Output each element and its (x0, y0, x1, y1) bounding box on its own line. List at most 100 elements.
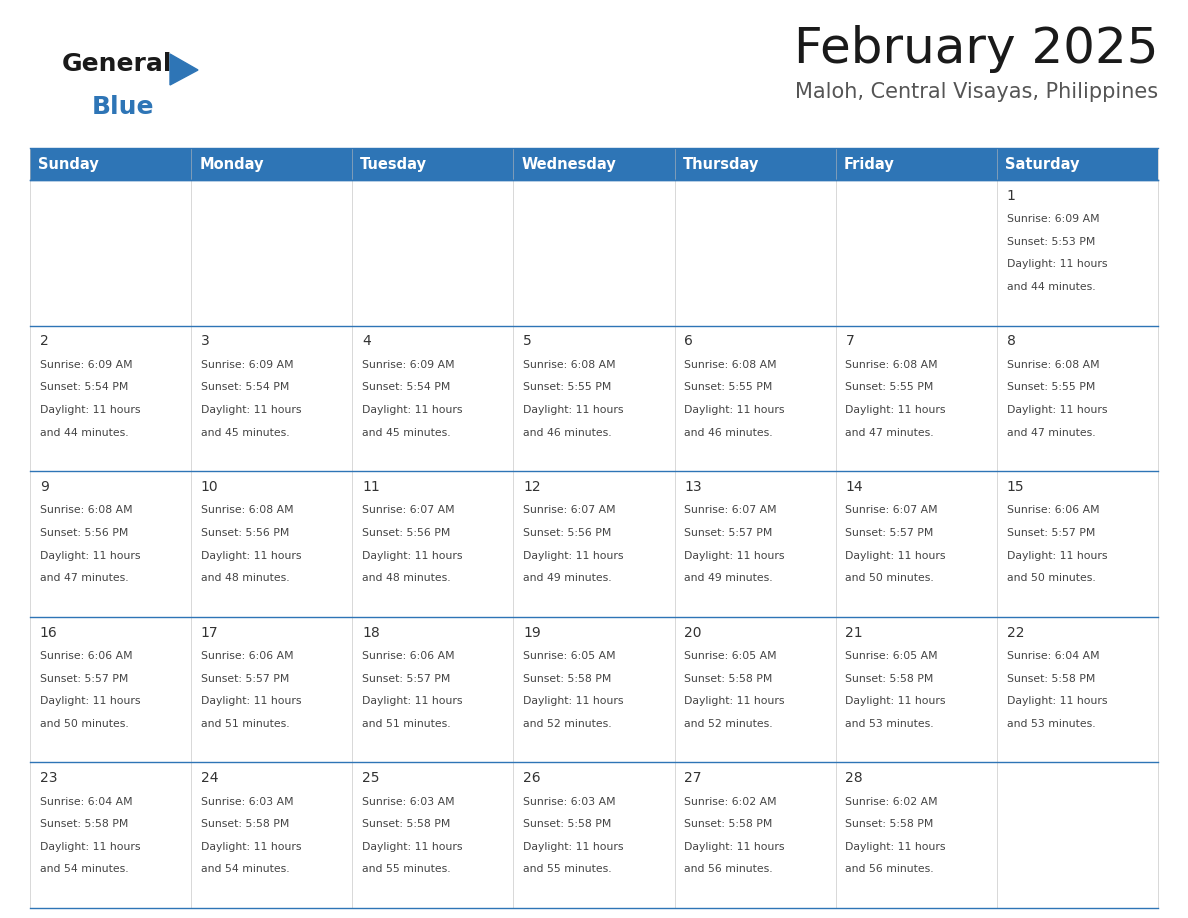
Bar (675, 148, 835, 180)
Text: Sunrise: 6:08 AM: Sunrise: 6:08 AM (39, 506, 132, 515)
Text: 7: 7 (846, 334, 854, 348)
Text: Daylight: 11 hours: Daylight: 11 hours (523, 551, 624, 561)
Bar (997, 763, 1158, 908)
Text: 28: 28 (846, 771, 862, 785)
Text: and 55 minutes.: and 55 minutes. (523, 865, 612, 874)
Text: Saturday: Saturday (1005, 156, 1080, 172)
Text: and 52 minutes.: and 52 minutes. (684, 719, 773, 729)
Text: 20: 20 (684, 625, 702, 640)
Text: Daylight: 11 hours: Daylight: 11 hours (362, 405, 462, 415)
Bar (191, 180, 353, 326)
Text: Sunrise: 6:05 AM: Sunrise: 6:05 AM (684, 651, 777, 661)
Text: Thursday: Thursday (683, 156, 759, 172)
Text: Tuesday: Tuesday (360, 156, 428, 172)
Text: Sunset: 5:53 PM: Sunset: 5:53 PM (1006, 237, 1095, 247)
Text: Daylight: 11 hours: Daylight: 11 hours (523, 696, 624, 706)
Text: 25: 25 (362, 771, 379, 785)
Text: Sunset: 5:58 PM: Sunset: 5:58 PM (846, 674, 934, 684)
Text: Maloh, Central Visayas, Philippines: Maloh, Central Visayas, Philippines (795, 82, 1158, 102)
Text: Daylight: 11 hours: Daylight: 11 hours (523, 842, 624, 852)
Bar (997, 326, 1158, 471)
Text: Sunset: 5:57 PM: Sunset: 5:57 PM (201, 674, 289, 684)
Text: Sunset: 5:55 PM: Sunset: 5:55 PM (846, 383, 934, 392)
Text: and 46 minutes.: and 46 minutes. (684, 428, 773, 438)
Text: Sunset: 5:57 PM: Sunset: 5:57 PM (1006, 528, 1095, 538)
Text: Daylight: 11 hours: Daylight: 11 hours (1006, 405, 1107, 415)
Text: and 53 minutes.: and 53 minutes. (1006, 719, 1095, 729)
Text: Sunrise: 6:03 AM: Sunrise: 6:03 AM (201, 797, 293, 807)
Text: Sunrise: 6:08 AM: Sunrise: 6:08 AM (1006, 360, 1099, 370)
Text: Sunrise: 6:07 AM: Sunrise: 6:07 AM (846, 506, 939, 515)
Text: Daylight: 11 hours: Daylight: 11 hours (362, 551, 462, 561)
Text: Sunrise: 6:09 AM: Sunrise: 6:09 AM (362, 360, 455, 370)
Bar (675, 617, 835, 763)
Text: Daylight: 11 hours: Daylight: 11 hours (846, 405, 946, 415)
Text: Daylight: 11 hours: Daylight: 11 hours (1006, 260, 1107, 269)
Text: Sunset: 5:55 PM: Sunset: 5:55 PM (523, 383, 612, 392)
Text: 16: 16 (39, 625, 57, 640)
Bar (835, 180, 997, 326)
Text: Sunset: 5:56 PM: Sunset: 5:56 PM (39, 528, 128, 538)
Text: Sunset: 5:56 PM: Sunset: 5:56 PM (201, 528, 289, 538)
Bar (835, 763, 997, 908)
Text: 14: 14 (846, 480, 862, 494)
Text: 9: 9 (39, 480, 49, 494)
Text: Sunset: 5:58 PM: Sunset: 5:58 PM (846, 819, 934, 829)
Text: Daylight: 11 hours: Daylight: 11 hours (39, 842, 140, 852)
Text: Sunrise: 6:09 AM: Sunrise: 6:09 AM (201, 360, 293, 370)
Text: Sunset: 5:57 PM: Sunset: 5:57 PM (846, 528, 934, 538)
Text: and 45 minutes.: and 45 minutes. (362, 428, 450, 438)
Text: Blue: Blue (91, 95, 154, 119)
Text: and 49 minutes.: and 49 minutes. (523, 573, 612, 583)
Text: General: General (62, 52, 172, 76)
Bar (353, 148, 513, 180)
Text: Sunset: 5:58 PM: Sunset: 5:58 PM (1006, 674, 1095, 684)
Text: Sunset: 5:54 PM: Sunset: 5:54 PM (362, 383, 450, 392)
Bar (513, 148, 675, 180)
Bar (997, 471, 1158, 617)
Bar (30, 148, 191, 180)
Text: Sunrise: 6:06 AM: Sunrise: 6:06 AM (1006, 506, 1099, 515)
Text: Sunset: 5:58 PM: Sunset: 5:58 PM (39, 819, 128, 829)
Text: 10: 10 (201, 480, 219, 494)
Text: 13: 13 (684, 480, 702, 494)
Bar (675, 180, 835, 326)
Text: Sunrise: 6:05 AM: Sunrise: 6:05 AM (523, 651, 615, 661)
Text: Daylight: 11 hours: Daylight: 11 hours (201, 551, 302, 561)
Text: Daylight: 11 hours: Daylight: 11 hours (684, 696, 785, 706)
Text: Sunset: 5:54 PM: Sunset: 5:54 PM (201, 383, 289, 392)
Text: Daylight: 11 hours: Daylight: 11 hours (201, 842, 302, 852)
Bar (191, 471, 353, 617)
Text: 24: 24 (201, 771, 219, 785)
Text: 5: 5 (523, 334, 532, 348)
Text: Friday: Friday (843, 156, 895, 172)
Text: 1: 1 (1006, 189, 1016, 203)
Text: Daylight: 11 hours: Daylight: 11 hours (846, 696, 946, 706)
Text: Sunrise: 6:06 AM: Sunrise: 6:06 AM (362, 651, 455, 661)
Text: Daylight: 11 hours: Daylight: 11 hours (1006, 551, 1107, 561)
Bar (513, 326, 675, 471)
Text: Wednesday: Wednesday (522, 156, 617, 172)
Text: Sunset: 5:55 PM: Sunset: 5:55 PM (684, 383, 772, 392)
Text: 4: 4 (362, 334, 371, 348)
Text: and 50 minutes.: and 50 minutes. (39, 719, 128, 729)
Text: Daylight: 11 hours: Daylight: 11 hours (846, 551, 946, 561)
Text: Sunrise: 6:08 AM: Sunrise: 6:08 AM (846, 360, 939, 370)
Text: Sunset: 5:57 PM: Sunset: 5:57 PM (684, 528, 772, 538)
Text: and 45 minutes.: and 45 minutes. (201, 428, 290, 438)
Text: Sunrise: 6:07 AM: Sunrise: 6:07 AM (362, 506, 455, 515)
Bar (191, 763, 353, 908)
Bar (30, 326, 191, 471)
Text: and 44 minutes.: and 44 minutes. (1006, 282, 1095, 292)
Text: Sunset: 5:56 PM: Sunset: 5:56 PM (362, 528, 450, 538)
Text: Sunset: 5:58 PM: Sunset: 5:58 PM (362, 819, 450, 829)
Text: 17: 17 (201, 625, 219, 640)
Bar (30, 180, 191, 326)
Text: and 50 minutes.: and 50 minutes. (846, 573, 934, 583)
Text: and 46 minutes.: and 46 minutes. (523, 428, 612, 438)
Text: Sunrise: 6:06 AM: Sunrise: 6:06 AM (39, 651, 132, 661)
Text: Daylight: 11 hours: Daylight: 11 hours (684, 842, 785, 852)
Text: and 48 minutes.: and 48 minutes. (362, 573, 450, 583)
Text: Sunrise: 6:03 AM: Sunrise: 6:03 AM (362, 797, 455, 807)
Text: Sunrise: 6:02 AM: Sunrise: 6:02 AM (684, 797, 777, 807)
